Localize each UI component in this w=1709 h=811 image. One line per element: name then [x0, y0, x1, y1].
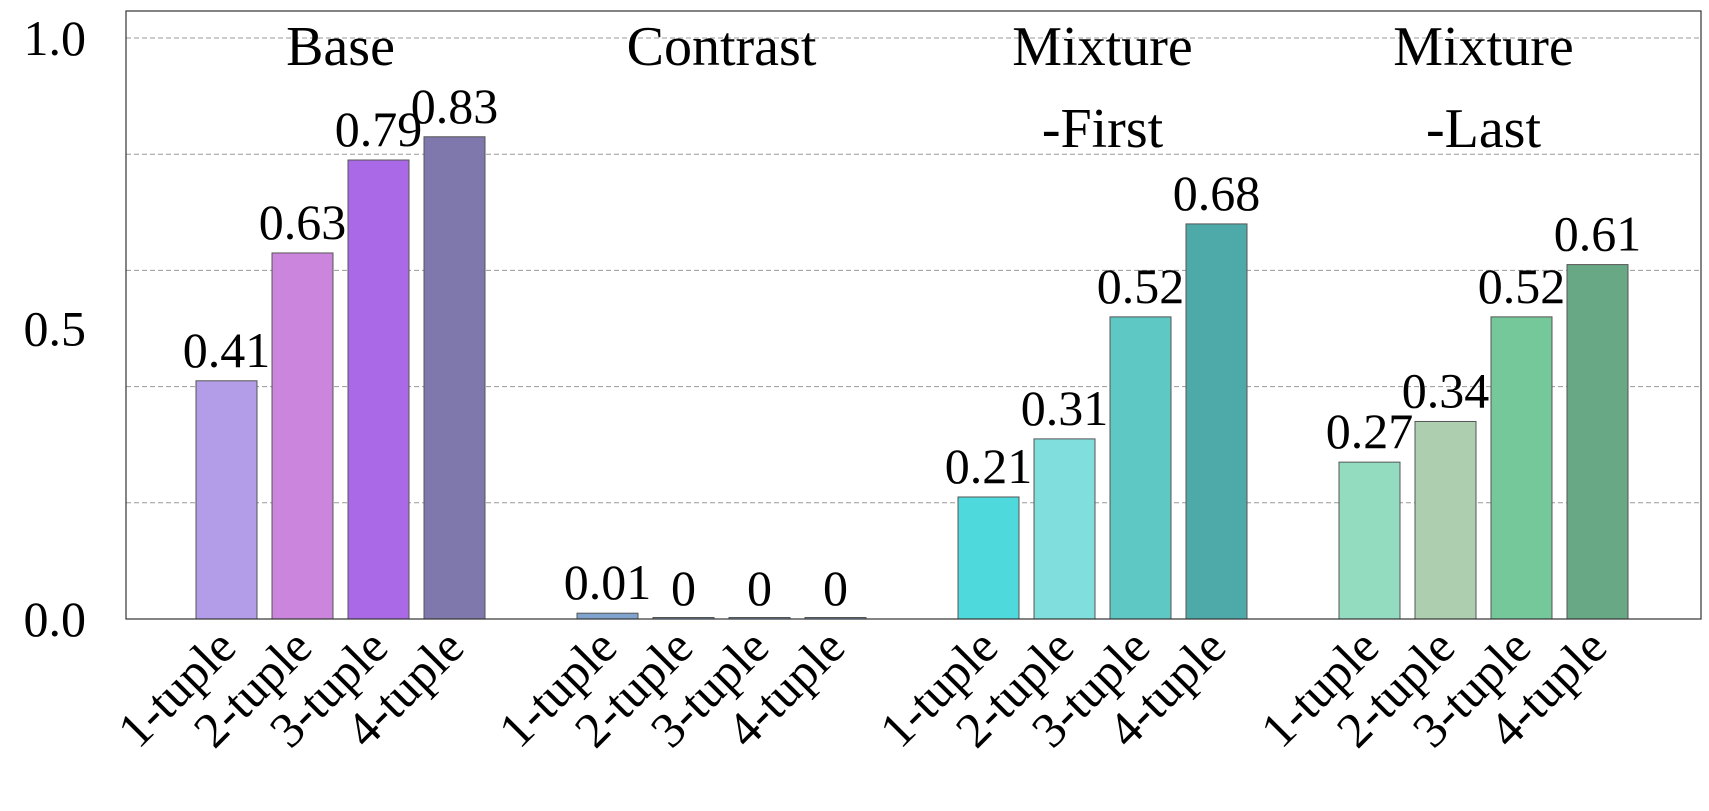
bar	[1338, 461, 1401, 620]
data-label: 0.31	[1021, 380, 1109, 436]
bar	[1490, 316, 1553, 620]
y-tick-label: 1.0	[24, 10, 87, 66]
labels-layer: 0.00.51.0 Base0.411-tuple0.632-tuple0.793…	[24, 10, 1642, 758]
group-title: Base	[286, 16, 395, 78]
group-title: Mixture	[1012, 16, 1192, 78]
data-label: 0.01	[564, 554, 652, 610]
data-label: 0.41	[183, 322, 271, 378]
data-label: 0	[823, 560, 848, 616]
data-label: 0	[671, 560, 696, 616]
y-tick-label: 0.0	[24, 591, 87, 647]
bars-layer	[195, 136, 1629, 620]
data-label: 0.34	[1402, 362, 1490, 418]
bar	[271, 252, 334, 620]
data-label: 0	[747, 560, 772, 616]
bar	[1109, 316, 1172, 620]
data-label: 0.68	[1173, 165, 1261, 221]
bar	[1566, 264, 1629, 620]
data-label: 0.52	[1097, 258, 1185, 314]
plot-frame	[125, 10, 1702, 620]
y-tick-label: 0.5	[24, 301, 87, 357]
bar	[576, 612, 639, 620]
data-label: 0.27	[1326, 403, 1414, 459]
bar	[1185, 223, 1248, 620]
data-label: 0.61	[1554, 206, 1642, 262]
bar	[347, 159, 410, 620]
data-label: 0.79	[335, 101, 423, 157]
data-label: 0.52	[1478, 258, 1566, 314]
group-title: Contrast	[627, 16, 817, 78]
data-label: 0.21	[945, 438, 1033, 494]
group-title: -First	[1042, 98, 1164, 160]
bar	[1414, 420, 1477, 620]
data-label: 0.83	[411, 78, 499, 134]
group-title: -Last	[1426, 98, 1542, 160]
bar	[1033, 438, 1096, 620]
data-label: 0.63	[259, 194, 347, 250]
bar	[423, 136, 486, 620]
bar	[195, 380, 258, 620]
bar	[957, 496, 1020, 620]
group-title: Mixture	[1393, 16, 1573, 78]
